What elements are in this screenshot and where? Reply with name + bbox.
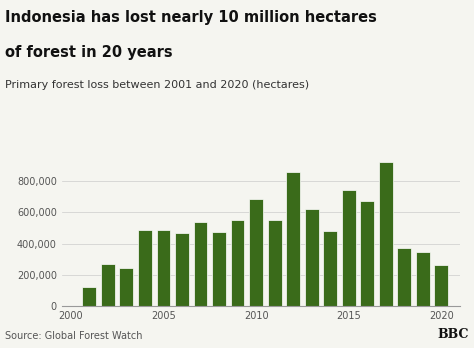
Text: Indonesia has lost nearly 10 million hectares: Indonesia has lost nearly 10 million hec… <box>5 10 377 25</box>
Bar <box>286 172 300 306</box>
Text: of forest in 20 years: of forest in 20 years <box>5 45 173 60</box>
Bar <box>323 231 337 306</box>
Bar <box>193 222 208 306</box>
Bar <box>82 287 96 306</box>
Bar <box>397 247 411 306</box>
Bar <box>138 230 152 306</box>
Bar <box>212 232 226 306</box>
Bar <box>156 230 171 306</box>
Bar <box>101 264 115 306</box>
Bar <box>231 220 245 306</box>
Text: Source: Global Forest Watch: Source: Global Forest Watch <box>5 331 142 341</box>
Bar <box>305 209 319 306</box>
Bar <box>249 199 263 306</box>
Bar <box>119 268 133 306</box>
Bar <box>360 201 374 306</box>
Text: BBC: BBC <box>438 328 469 341</box>
Bar <box>379 162 392 306</box>
Text: Primary forest loss between 2001 and 2020 (hectares): Primary forest loss between 2001 and 202… <box>5 80 309 90</box>
Bar <box>342 190 356 306</box>
Bar <box>416 252 430 306</box>
Bar <box>434 265 448 306</box>
Bar <box>268 220 282 306</box>
Bar <box>175 233 189 306</box>
